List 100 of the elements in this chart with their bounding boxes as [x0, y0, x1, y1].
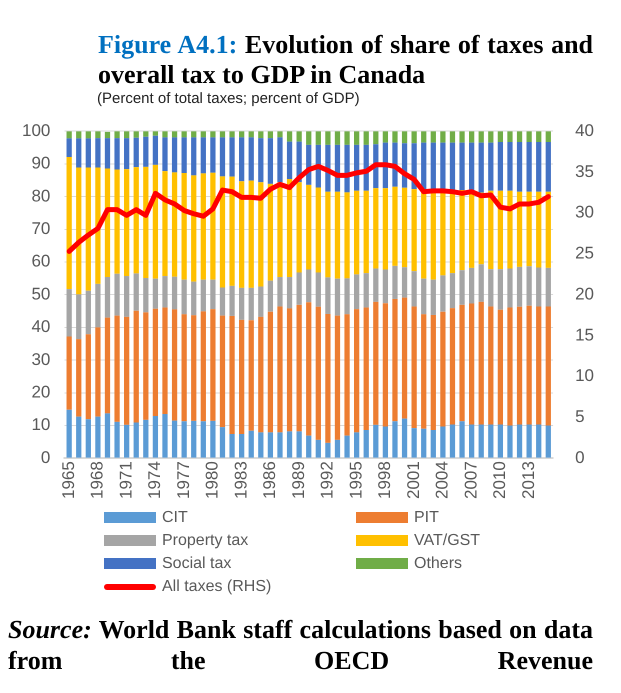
source-note: Source: World Bank staff calculations based on data from the OECD Revenue — [8, 615, 593, 675]
bar — [382, 188, 388, 270]
bar — [104, 413, 110, 458]
bar — [536, 142, 542, 192]
bar — [86, 290, 91, 334]
bar — [172, 276, 178, 310]
bar — [277, 306, 283, 432]
bar — [364, 307, 369, 430]
bar — [104, 277, 110, 318]
bar — [210, 420, 216, 458]
bar — [268, 432, 274, 458]
bar — [114, 169, 120, 274]
bar — [95, 138, 101, 168]
bar — [143, 312, 148, 420]
bar — [402, 418, 408, 458]
bar — [344, 131, 350, 145]
chart-title: Figure A4.1: Evolution of share of taxes and overall tax to GDP in Canada — [98, 30, 593, 89]
bar — [200, 131, 206, 138]
bar — [364, 131, 369, 145]
bar — [526, 306, 532, 425]
x-tick-label: 2001 — [404, 461, 423, 500]
bar — [239, 131, 244, 138]
bar — [76, 294, 82, 340]
bar — [191, 131, 196, 138]
bar — [498, 269, 504, 310]
bar — [392, 421, 398, 458]
bar — [172, 131, 178, 138]
bar — [229, 316, 235, 434]
bar — [143, 131, 148, 137]
bar — [392, 266, 398, 299]
bar — [334, 192, 340, 279]
bar — [478, 302, 484, 425]
bar — [286, 131, 292, 142]
bar — [507, 142, 513, 191]
bar — [220, 131, 226, 138]
x-tick-label: 2010 — [490, 461, 510, 500]
bar — [162, 137, 168, 172]
bar — [229, 137, 235, 177]
bar — [162, 414, 168, 458]
bar — [258, 432, 264, 458]
bar — [248, 430, 254, 458]
bar — [124, 424, 130, 458]
bar — [478, 131, 484, 143]
bar — [536, 131, 542, 142]
x-tick-label: 1965 — [58, 461, 78, 500]
bar — [546, 268, 551, 306]
bar — [277, 131, 283, 138]
bar — [134, 273, 139, 311]
bar — [114, 316, 120, 422]
bar — [334, 440, 340, 458]
bar — [488, 131, 494, 143]
bar — [526, 131, 532, 142]
bar — [229, 286, 235, 316]
bar — [382, 270, 388, 304]
bar — [76, 167, 82, 294]
bar — [76, 131, 82, 138]
bar — [459, 270, 465, 305]
bar — [316, 187, 321, 272]
bar — [296, 272, 302, 305]
bar — [459, 142, 465, 190]
bar — [86, 334, 91, 420]
bar — [134, 310, 139, 423]
y2-tick-label: 20 — [575, 284, 594, 304]
x-tick-label: 1977 — [174, 461, 193, 500]
bar — [182, 137, 187, 174]
bar — [248, 137, 254, 181]
bar — [526, 142, 532, 192]
bar — [76, 416, 82, 458]
x-tick-label: 1995 — [346, 461, 366, 500]
y2-tick-label: 30 — [575, 202, 594, 222]
bar — [162, 171, 168, 276]
bar — [478, 424, 484, 458]
bar — [354, 432, 360, 458]
legend-label: Others — [414, 554, 462, 572]
bar — [421, 428, 426, 458]
bar — [546, 306, 551, 426]
bar — [182, 314, 187, 422]
bar — [412, 306, 417, 428]
bar — [229, 131, 235, 138]
bar — [114, 138, 120, 170]
bar — [430, 131, 436, 143]
bar — [248, 180, 254, 288]
bar — [546, 131, 551, 142]
bar — [373, 302, 378, 425]
bar — [296, 431, 302, 458]
bar — [66, 336, 72, 410]
bar — [498, 190, 504, 270]
bar — [364, 430, 369, 458]
bar — [334, 316, 340, 440]
bar — [373, 424, 378, 458]
bar — [430, 314, 436, 430]
bar — [526, 192, 532, 266]
bar — [325, 314, 331, 443]
bar — [412, 189, 417, 272]
bar — [114, 131, 120, 138]
bar — [152, 278, 158, 309]
bar — [76, 138, 82, 168]
bar — [229, 434, 235, 458]
bar — [210, 131, 216, 138]
bar — [268, 312, 274, 432]
